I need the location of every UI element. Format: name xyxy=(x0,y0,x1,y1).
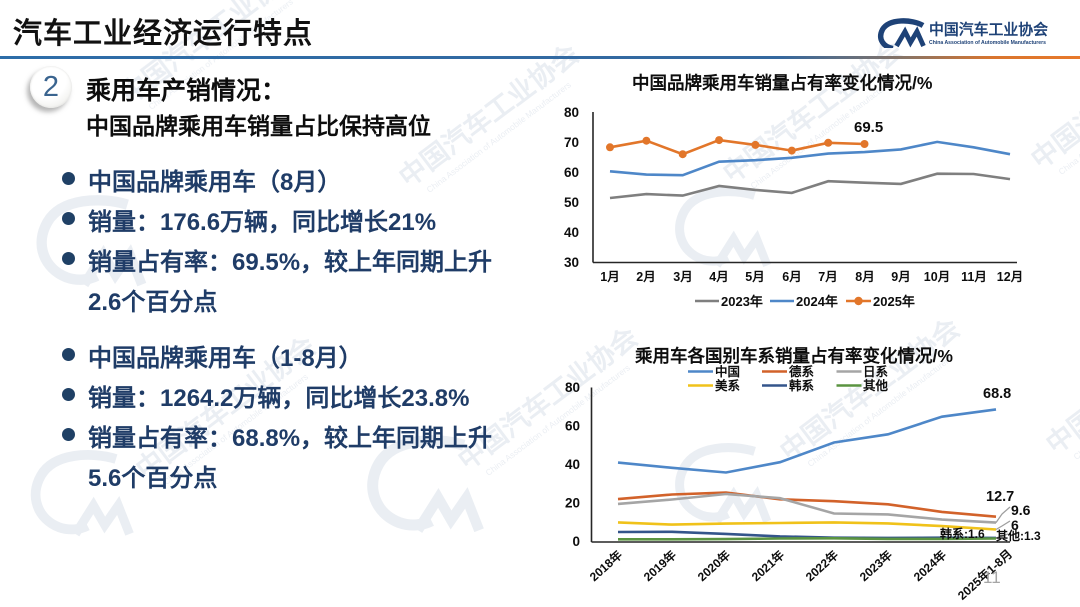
svg-text:1月: 1月 xyxy=(600,270,619,284)
svg-text:2024年: 2024年 xyxy=(796,294,838,309)
svg-text:2023年: 2023年 xyxy=(721,294,763,309)
svg-text:40: 40 xyxy=(564,225,579,240)
svg-text:2018年: 2018年 xyxy=(586,547,625,584)
svg-text:2019年: 2019年 xyxy=(640,547,679,584)
svg-text:40: 40 xyxy=(565,457,580,472)
svg-text:China Association of Automobil: China Association of Automobile Manufact… xyxy=(929,40,1046,46)
svg-text:4月: 4月 xyxy=(709,270,728,284)
svg-text:9.6: 9.6 xyxy=(1011,502,1031,518)
svg-text:9月: 9月 xyxy=(891,270,910,284)
svg-text:德系: 德系 xyxy=(789,364,815,379)
svg-text:中国汽车工业协会: 中国汽车工业协会 xyxy=(929,21,1048,39)
svg-text:其他: 其他 xyxy=(863,378,889,393)
svg-text:2025年: 2025年 xyxy=(873,294,915,309)
svg-text:20: 20 xyxy=(565,496,580,511)
svg-text:8月: 8月 xyxy=(855,270,874,284)
svg-text:2020年: 2020年 xyxy=(694,547,733,584)
svg-text:69.5: 69.5 xyxy=(854,119,883,136)
svg-text:10月: 10月 xyxy=(924,270,950,284)
svg-text:0: 0 xyxy=(572,534,580,549)
svg-text:11月: 11月 xyxy=(961,270,987,284)
svg-text:其他:1.3: 其他:1.3 xyxy=(996,528,1041,543)
svg-text:30: 30 xyxy=(564,255,579,270)
svg-text:5月: 5月 xyxy=(745,270,764,284)
svg-text:韩系: 韩系 xyxy=(789,378,815,393)
svg-text:韩系:1.6: 韩系:1.6 xyxy=(940,526,985,541)
svg-text:2022年: 2022年 xyxy=(802,547,841,584)
svg-text:日系: 日系 xyxy=(863,364,889,379)
svg-text:68.8: 68.8 xyxy=(983,386,1011,402)
svg-text:6月: 6月 xyxy=(782,270,801,284)
svg-text:50: 50 xyxy=(564,195,579,210)
svg-text:3月: 3月 xyxy=(673,270,692,284)
svg-text:2023年: 2023年 xyxy=(856,547,895,584)
svg-text:60: 60 xyxy=(565,419,580,434)
svg-text:2024年: 2024年 xyxy=(910,547,949,584)
svg-text:7月: 7月 xyxy=(818,270,837,284)
svg-text:12.7: 12.7 xyxy=(986,489,1014,505)
svg-text:2021年: 2021年 xyxy=(748,547,787,584)
svg-text:12月: 12月 xyxy=(997,270,1023,284)
svg-text:80: 80 xyxy=(565,380,580,395)
svg-text:60: 60 xyxy=(564,165,579,180)
svg-text:80: 80 xyxy=(564,105,579,120)
svg-text:70: 70 xyxy=(564,135,579,150)
svg-text:2月: 2月 xyxy=(636,270,655,284)
svg-text:中国: 中国 xyxy=(715,364,740,379)
svg-text:美系: 美系 xyxy=(715,378,741,393)
svg-text:6: 6 xyxy=(1011,517,1019,533)
